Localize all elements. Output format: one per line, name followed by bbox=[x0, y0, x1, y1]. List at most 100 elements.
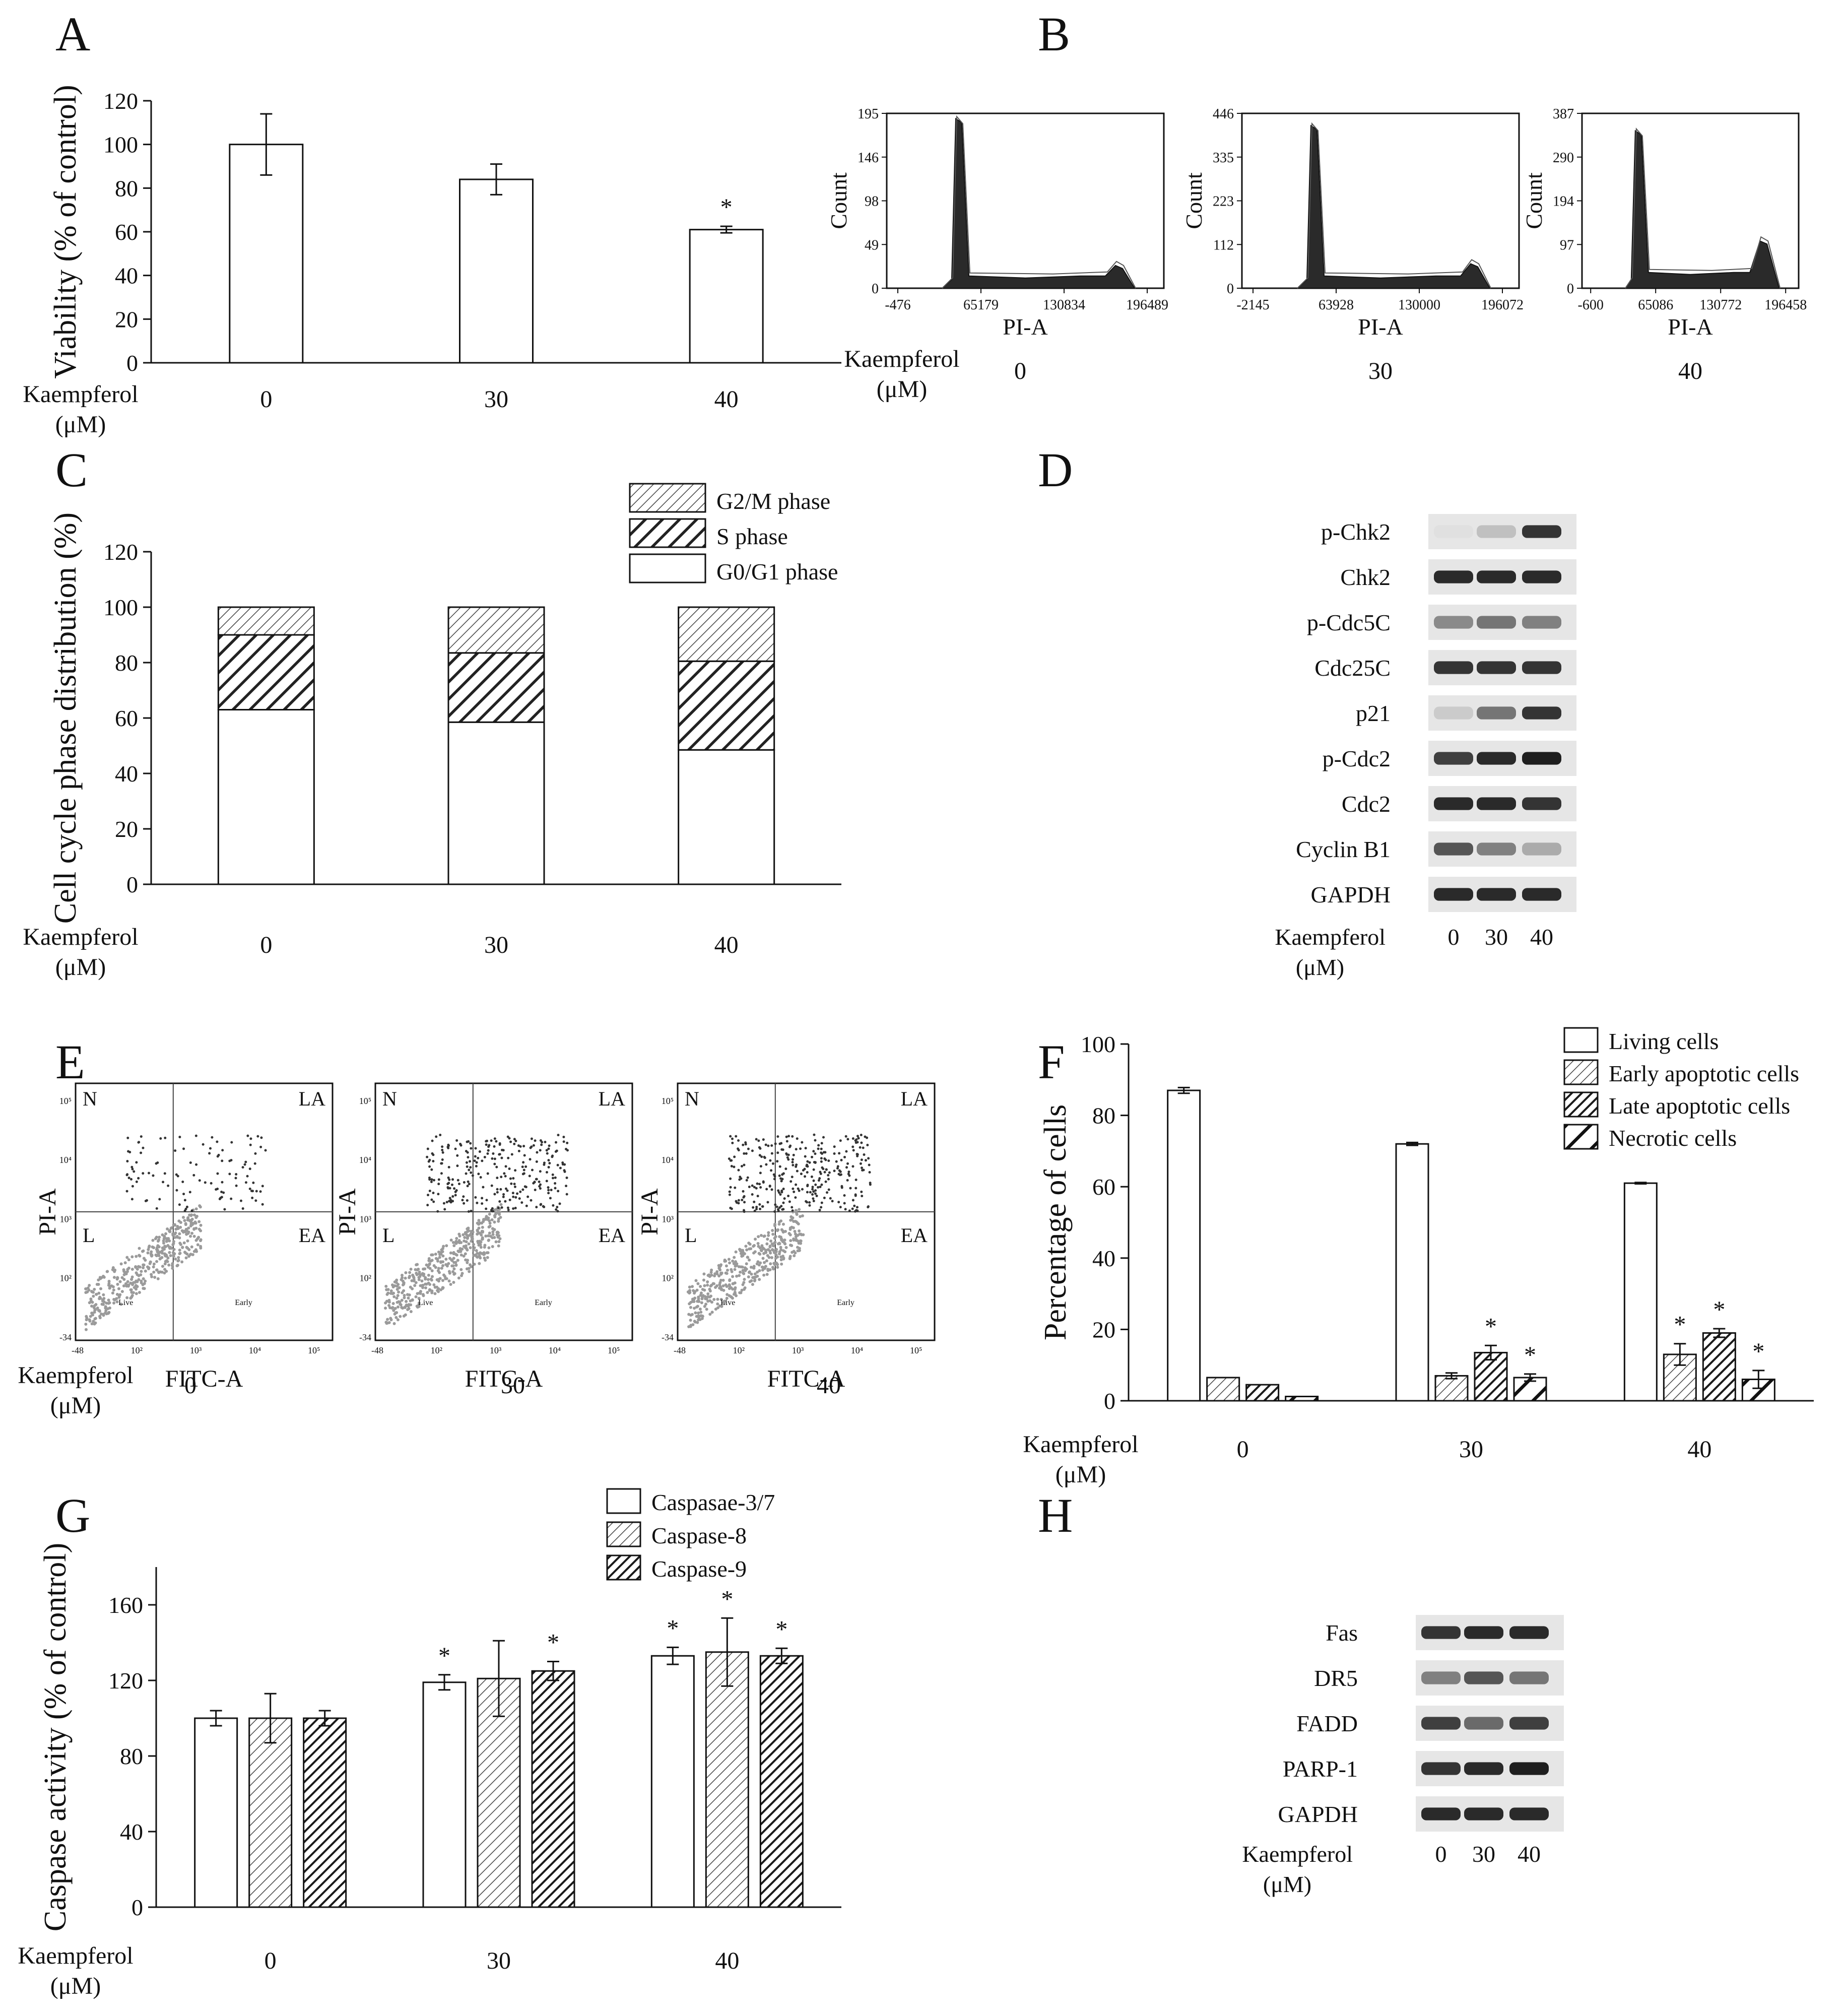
scatter-point bbox=[94, 1292, 98, 1296]
scatter-point bbox=[452, 1252, 455, 1256]
scatter-point bbox=[734, 1264, 737, 1268]
blot-band bbox=[1477, 752, 1516, 765]
quadrant-label: L bbox=[83, 1224, 95, 1247]
scatter-point bbox=[494, 1240, 498, 1244]
scatter-point bbox=[107, 1311, 111, 1314]
scatter-point bbox=[812, 1200, 815, 1203]
scatter-point bbox=[488, 1231, 491, 1235]
scatter-point bbox=[88, 1301, 91, 1305]
x-tick-label: 10² bbox=[431, 1345, 442, 1355]
legend-swatch bbox=[1563, 1091, 1599, 1118]
scatter-point bbox=[756, 1195, 759, 1198]
scatter-point bbox=[491, 1245, 494, 1248]
scatter-point bbox=[496, 1210, 500, 1213]
x-tick-label: -2145 bbox=[1236, 297, 1269, 313]
scatter-point bbox=[449, 1283, 452, 1286]
scatter-point bbox=[167, 1237, 170, 1241]
scatter-point bbox=[831, 1200, 834, 1203]
scatter-point bbox=[492, 1152, 495, 1155]
scatter-point bbox=[448, 1178, 451, 1181]
scatter-point bbox=[482, 1253, 486, 1256]
scatter-point bbox=[716, 1302, 719, 1306]
scatter-point bbox=[482, 1220, 485, 1223]
scatter-point bbox=[734, 1186, 737, 1189]
scatter-point bbox=[164, 1253, 168, 1257]
scatter-point bbox=[422, 1294, 425, 1297]
scatter-point bbox=[463, 1235, 467, 1239]
scatter-point bbox=[451, 1195, 454, 1198]
scatter-point bbox=[739, 1291, 743, 1294]
scatter-point bbox=[770, 1144, 773, 1147]
scatter-point bbox=[773, 1241, 777, 1244]
scatter-point bbox=[753, 1272, 757, 1276]
scatter-point bbox=[789, 1218, 793, 1222]
blot-band bbox=[1509, 1671, 1549, 1684]
significance-mark: * bbox=[547, 1630, 559, 1656]
scatter-point bbox=[152, 1262, 156, 1266]
scatter-point bbox=[506, 1189, 509, 1192]
scatter-point bbox=[845, 1166, 848, 1169]
blot-row-label: p-Chk2 bbox=[1321, 519, 1391, 545]
scatter-point bbox=[793, 1254, 796, 1258]
scatter-point bbox=[135, 1161, 138, 1164]
scatter-point bbox=[781, 1222, 785, 1226]
scatter-point bbox=[744, 1245, 748, 1248]
blot-band bbox=[1522, 888, 1561, 901]
x-tick-label: 10⁴ bbox=[549, 1345, 561, 1355]
scatter-point bbox=[782, 1201, 785, 1204]
scatter-point bbox=[144, 1259, 147, 1262]
scatter-point bbox=[455, 1237, 458, 1240]
scatter-point bbox=[733, 1165, 736, 1168]
scatter-point bbox=[738, 1274, 741, 1277]
scatter-point bbox=[765, 1163, 768, 1166]
scatter-point bbox=[412, 1275, 415, 1278]
scatter-point bbox=[547, 1165, 550, 1168]
scatter-point bbox=[479, 1251, 482, 1255]
scatter-point bbox=[426, 1291, 429, 1294]
scatter-point bbox=[404, 1313, 407, 1317]
scatter-point bbox=[172, 1248, 176, 1251]
scatter-point bbox=[747, 1275, 750, 1279]
scatter-point bbox=[826, 1191, 829, 1194]
scatter-point bbox=[689, 1324, 693, 1327]
scatter-point bbox=[98, 1315, 102, 1318]
legend-label: Late apoptotic cells bbox=[1609, 1093, 1790, 1119]
scatter-point bbox=[182, 1193, 185, 1196]
scatter-point bbox=[756, 1242, 760, 1245]
scatter-point bbox=[208, 1152, 211, 1155]
scatter-point bbox=[843, 1155, 846, 1158]
histogram-outline bbox=[1625, 127, 1781, 289]
x-tick-label: 130834 bbox=[1043, 297, 1085, 313]
scatter-point bbox=[488, 1221, 492, 1225]
scatter-point bbox=[118, 1280, 122, 1283]
x-axis-title: FITC-A bbox=[165, 1365, 243, 1392]
scatter-point bbox=[417, 1278, 421, 1281]
scatter-point bbox=[439, 1288, 443, 1291]
dose-label: 0 bbox=[1014, 358, 1026, 384]
scatter-point bbox=[693, 1320, 696, 1323]
scatter-point bbox=[724, 1283, 728, 1287]
scatter-point bbox=[111, 1291, 114, 1295]
scatter-point bbox=[776, 1151, 779, 1154]
scatter-point bbox=[745, 1179, 748, 1182]
scatter-point bbox=[433, 1285, 437, 1289]
scatter-point bbox=[715, 1284, 718, 1287]
scatter-point bbox=[388, 1306, 392, 1310]
scatter-point bbox=[775, 1262, 778, 1265]
scatter-point bbox=[839, 1139, 842, 1142]
scatter-point bbox=[796, 1137, 799, 1140]
scatter-point bbox=[485, 1251, 489, 1255]
scatter-point bbox=[771, 1248, 774, 1251]
scatter-point bbox=[851, 1207, 854, 1210]
scatter-point bbox=[259, 1190, 262, 1193]
y-tick-label: 0 bbox=[131, 1895, 143, 1920]
scatter-point bbox=[822, 1136, 825, 1139]
scatter-point bbox=[246, 1134, 249, 1137]
scatter-point bbox=[860, 1141, 863, 1144]
scatter-point bbox=[475, 1164, 478, 1167]
scatter-point bbox=[183, 1199, 186, 1202]
scatter-point bbox=[500, 1156, 503, 1159]
scatter-point bbox=[718, 1283, 721, 1286]
scatter-point bbox=[861, 1169, 864, 1172]
scatter-point bbox=[126, 1160, 129, 1163]
